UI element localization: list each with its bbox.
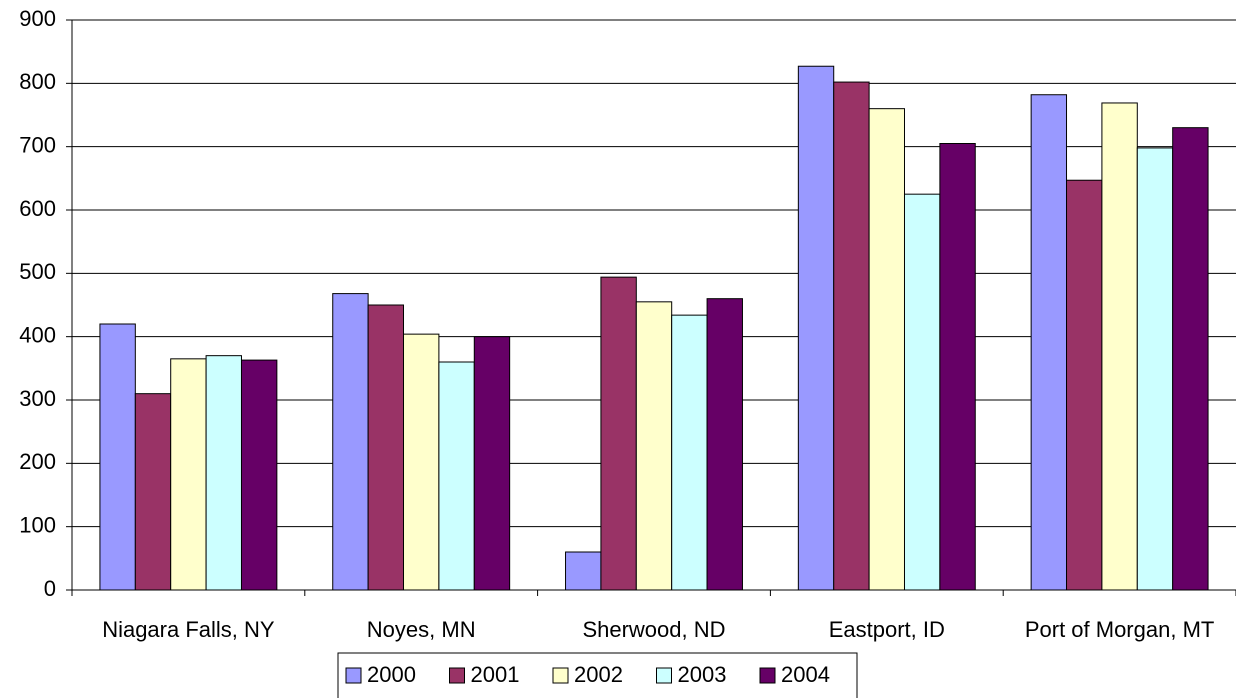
bar — [1136, 147, 1174, 591]
bar — [939, 143, 976, 591]
y-tick-label: 500 — [19, 259, 56, 284]
y-tick-label: 400 — [19, 322, 56, 347]
bar — [332, 293, 369, 591]
bar — [868, 108, 905, 591]
bar — [170, 358, 207, 591]
legend-label: 2001 — [471, 662, 520, 687]
y-tick-label: 600 — [19, 196, 56, 221]
legend-swatch — [759, 667, 776, 684]
y-tick-label: 300 — [19, 386, 56, 411]
bar — [1172, 127, 1209, 591]
y-tick-label: 900 — [19, 6, 56, 31]
bar — [99, 323, 136, 591]
x-tick-label: Sherwood, ND — [582, 617, 726, 642]
x-tick-label: Niagara Falls, NY — [102, 617, 275, 642]
legend-swatch — [552, 667, 569, 684]
y-tick-label: 800 — [19, 69, 56, 94]
y-tick-label: 0 — [44, 576, 56, 601]
x-tick-label: Noyes, MN — [366, 617, 476, 642]
bar — [600, 276, 637, 591]
bar — [1101, 102, 1138, 591]
bar — [367, 304, 405, 591]
bar — [635, 301, 673, 591]
bar — [706, 298, 743, 591]
bar — [438, 361, 475, 591]
bar — [1066, 179, 1103, 591]
bar — [205, 355, 242, 591]
legend-swatch — [345, 667, 362, 684]
legend-label: 2003 — [678, 662, 727, 687]
y-tick-label: 100 — [19, 512, 56, 537]
bar — [671, 314, 708, 591]
legend-swatch — [449, 667, 465, 684]
bar — [473, 336, 511, 591]
legend-label: 2004 — [781, 662, 830, 687]
legend-label: 2002 — [574, 662, 623, 687]
bar — [565, 551, 602, 591]
y-tick-label: 200 — [19, 449, 56, 474]
bar — [903, 193, 941, 591]
x-tick-label: Eastport, ID — [828, 617, 945, 642]
y-tick-label: 700 — [19, 132, 56, 157]
bar — [833, 81, 870, 591]
bar — [1030, 94, 1068, 591]
legend-swatch — [656, 667, 672, 684]
bar — [797, 65, 835, 591]
bar — [134, 393, 172, 591]
legend-label: 2000 — [367, 662, 416, 687]
bar — [403, 333, 440, 591]
x-tick-label: Port of Morgan, MT — [1024, 617, 1215, 642]
bar — [240, 359, 278, 591]
